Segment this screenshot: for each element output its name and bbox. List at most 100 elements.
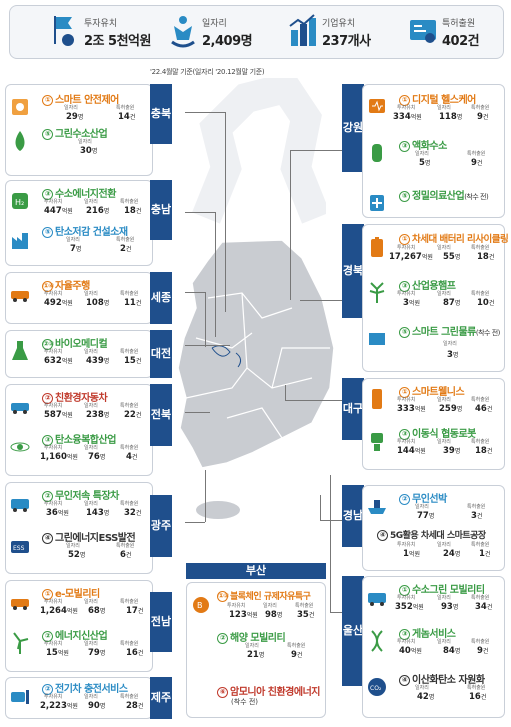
stat-value: 632억원 (44, 356, 73, 366)
autonomous-car-icon (11, 291, 29, 302)
project-title: ⑥ 암모니아 친환경에너지 (217, 683, 320, 698)
project-item: ③ 게놈서비스 투자유치 일자리 특허출원 40억원 84명 9건 (363, 625, 506, 669)
stat-value: 216명 (86, 206, 110, 216)
project-title: ⑤ 스마트 그린물류(착수 전) (399, 323, 500, 338)
project-item: ④ 5G활용 차세대 스마트공장 투자유치 일자리 특허출원 1억원 24명 1건 (363, 528, 506, 572)
region-card-sejong: ①④자율주행 투자유치 일자리 특허출원 492억원 108명 11건 (5, 272, 153, 324)
project-title: ③ 수소에너지전환 (42, 185, 116, 200)
summary-panel: 투자유치 2조 5천억원 일자리 2,409명 기업유치 237개사 특허출원 … (9, 5, 504, 59)
region-card-jeju: ② 전기차 충전서비스 투자유치 일자리 특허출원 2,223억원 90명 28건 (5, 677, 153, 719)
hydrogen-tank-icon (372, 144, 382, 162)
summary-value: 237개사 (322, 34, 371, 49)
summary-value: 2,409명 (202, 34, 253, 49)
region-tab-gangwon: 강원 (342, 84, 364, 172)
stat-value: 118명 (439, 112, 463, 122)
region-card-chungbuk: ① 스마트 안전제어 일자리 특허출원 29명 14건 ⑤ 그린수소산업 일자리 3… (5, 84, 153, 176)
stat-value: 108명 (86, 298, 110, 308)
stat-label: 특허출원 (120, 291, 139, 297)
connector-line (185, 522, 205, 523)
stat-label: 일자리 (78, 139, 92, 145)
region-tab-chungbuk: 충북 (150, 84, 172, 144)
svg-text:B: B (197, 601, 203, 610)
project-item: ③ 이동식 협동로봇 투자유치 일자리 특허출원 144억원 39명 18건 (363, 425, 506, 469)
people-icon (171, 16, 195, 48)
stat-value: 447억원 (44, 206, 73, 216)
stat-value: 98명 (265, 610, 283, 620)
stat-label: 일자리 (245, 643, 259, 649)
project-title: ④ 그린에너지ESS발전 (42, 529, 136, 544)
hydrogen-icon (15, 131, 25, 151)
stat-value: 17,267억원 (389, 252, 433, 262)
project-title: ③ 산업용햄프 (399, 277, 456, 292)
stat-label: 특허출원 (467, 504, 486, 510)
stat-value: 259명 (439, 404, 463, 414)
stat-value: 492억원 (44, 298, 73, 308)
project-item: CO₂ ④ 이산화탄소 자원화 일자리 특허출원 42명 16건 (363, 671, 506, 715)
stat-value: 11건 (124, 298, 142, 308)
project-title: ⑤ 그린수소산업 (42, 125, 108, 140)
svg-text:H₂: H₂ (15, 198, 24, 207)
stat-value: 16건 (469, 692, 487, 702)
safety-sensor-icon (12, 99, 28, 115)
region-card-daejeon: ②③바이오메디컬 투자유치 일자리 특허출원 632억원 439명 15건 (5, 330, 153, 378)
project-title: ① e-모빌리티 (42, 585, 100, 600)
connector-line (205, 292, 206, 347)
stat-label: 일자리 (437, 639, 451, 645)
stat-label: 일자리 (84, 599, 98, 605)
stat-value: 18건 (475, 446, 493, 456)
stat-value: 55명 (443, 252, 461, 262)
stat-value: 352억원 (395, 602, 424, 612)
carbon-atom-icon (10, 442, 30, 452)
region-tab-jeonbuk: 전북 (150, 384, 172, 446)
stat-label: 투자유치 (397, 291, 416, 297)
summary-label: 투자유치 (84, 19, 118, 29)
special-vehicle-icon (11, 499, 29, 512)
region-card-gyeongbuk: ① 차세대 배터리 리사이클링 투자유치 일자리 특허출원 17,267억원 55… (362, 224, 509, 372)
stat-value: 18건 (477, 252, 495, 262)
connector-line (285, 385, 286, 400)
connector-line (215, 212, 216, 337)
stat-value: 2건 (120, 244, 132, 254)
battery-recycle-icon (371, 237, 383, 257)
region-tab-daejeon: 대전 (150, 330, 172, 378)
stat-value: 144억원 (397, 446, 426, 456)
project-item: ②③바이오메디컬 투자유치 일자리 특허출원 632억원 439명 15건 (6, 335, 154, 379)
project-item: ⑥ 암모니아 친환경에너지 (착수 전) (187, 683, 327, 727)
project-title: ④ 5G활용 차세대 스마트공장 (377, 528, 486, 541)
project-title: ② 해양 모빌리티 (217, 629, 286, 644)
project-title: ② 전기차 충전서비스 (42, 680, 128, 695)
stat-value: 24명 (443, 549, 461, 559)
stat-value: 1,160억원 (40, 452, 78, 462)
project-title: ③ 이동식 협동로봇 (399, 425, 476, 440)
stat-label: 일자리 (84, 694, 98, 700)
stat-value: 333억원 (397, 404, 426, 414)
region-card-gwangju: ② 무인저속 특장차 투자유치 일자리 특허출원 36억원 143명 32건 ES… (5, 482, 153, 574)
region-card-chungnam: H₂ ③ 수소에너지전환 투자유치 일자리 특허출원 447억원 216명 18건… (5, 180, 153, 266)
stat-label: 특허출원 (120, 599, 139, 605)
stat-value: 18건 (124, 206, 142, 216)
region-tab-ulsan: 울산 (342, 576, 364, 686)
stat-label: 일자리 (415, 151, 429, 157)
stat-label: 특허출원 (471, 439, 490, 445)
stat-value: 46건 (475, 404, 493, 414)
connector-line (285, 400, 342, 401)
project-item: ② 에너지신산업 투자유치 일자리 특허출원 15억원 79명 16건 (6, 627, 154, 671)
svg-text:CO₂: CO₂ (370, 685, 382, 692)
stat-value: 22건 (124, 410, 142, 420)
stat-value: 3건 (471, 511, 483, 521)
stat-label: 투자유치 (44, 501, 63, 507)
stat-label: 특허출원 (120, 694, 139, 700)
region-tab-daegu: 대구 (342, 378, 364, 440)
connector-line (185, 345, 230, 346)
unmanned-ship-icon (368, 500, 386, 514)
project-title: ⑤ 탄소저감 건설소재 (42, 223, 128, 238)
stat-label: 특허출원 (467, 151, 486, 157)
svg-text:ESS: ESS (13, 545, 25, 552)
stat-label: 특허출원 (116, 237, 135, 243)
buildings-growth-icon (289, 14, 316, 46)
stat-value: 35건 (297, 610, 315, 620)
stat-label: 일자리 (66, 543, 80, 549)
stat-label: 일자리 (84, 403, 98, 409)
region-card-daegu: ① 스마트웰니스 투자유치 일자리 특허출원 333억원 259명 46건 ③ 이동… (362, 378, 505, 470)
